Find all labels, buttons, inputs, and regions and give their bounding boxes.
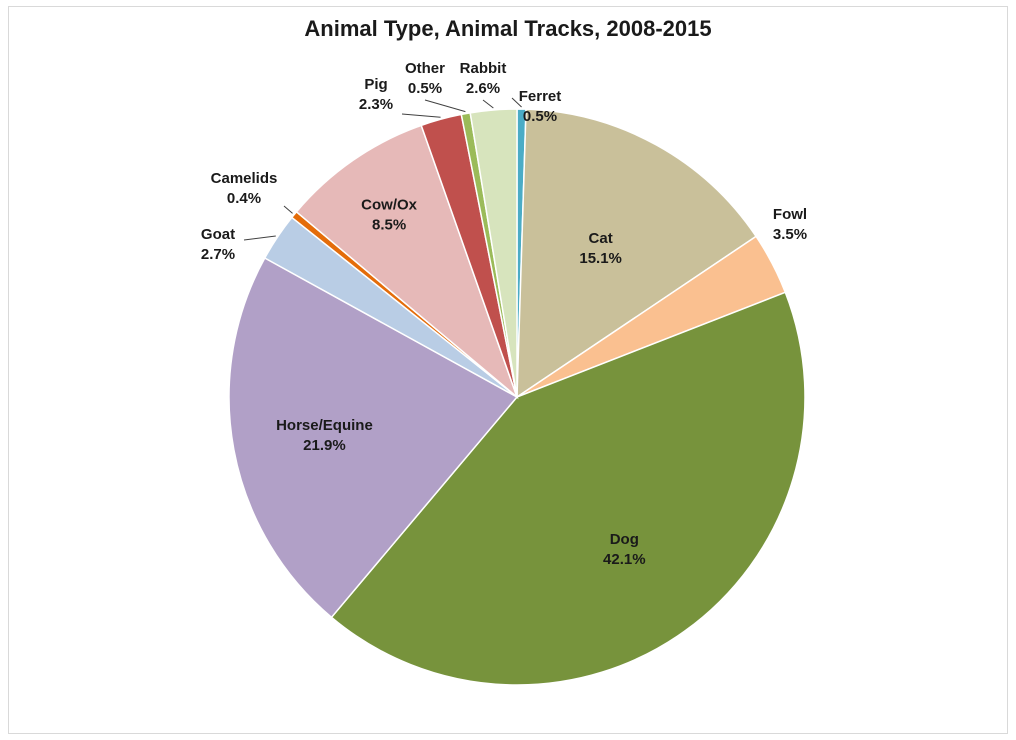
slice-label-rabbit: Rabbit: [460, 60, 507, 77]
slice-value-cow-ox: 8.5%: [372, 216, 406, 233]
slice-label-camelids: Camelids: [211, 170, 278, 187]
slice-value-other: 0.5%: [408, 80, 442, 97]
pie-slice-dog: [330, 291, 806, 686]
slice-label-horse-equine: Horse/Equine: [276, 417, 373, 434]
slice-label-pig: Pig: [364, 76, 387, 93]
leader-line-goat: [243, 235, 276, 241]
slice-label-other: Other: [405, 60, 445, 77]
leader-line-ferret: [511, 97, 522, 108]
slice-value-horse-equine: 21.9%: [303, 437, 346, 454]
chart-title: Animal Type, Animal Tracks, 2008-2015: [304, 16, 712, 41]
slice-value-cat: 15.1%: [579, 250, 622, 267]
slice-value-dog: 42.1%: [603, 551, 646, 568]
slice-label-goat: Goat: [201, 226, 235, 243]
pie-labels: Ferret 0.5% Cat 15.1% Fowl 3.5% Dog 42.1% Horse/…: [201, 60, 807, 568]
slice-value-rabbit: 2.6%: [466, 80, 500, 97]
leader-line-camelids: [283, 205, 293, 214]
slice-label-dog: Dog: [610, 531, 639, 548]
slice-label-ferret: Ferret: [519, 88, 562, 105]
pie-slices: [228, 108, 806, 686]
slice-value-ferret: 0.5%: [523, 108, 557, 125]
slice-value-camelids: 0.4%: [227, 190, 261, 207]
slice-value-goat: 2.7%: [201, 246, 235, 263]
slice-value-pig: 2.3%: [359, 96, 393, 113]
slice-label-fowl: Fowl: [773, 206, 807, 223]
leader-line-other: [424, 99, 466, 113]
leader-line-rabbit: [482, 99, 494, 109]
pie-slice-rabbit: [469, 108, 518, 398]
pie-slice-horse-equine: [228, 256, 519, 619]
leader-line-pig: [401, 113, 441, 118]
pie-slice-cat: [516, 108, 758, 399]
pie-slice-cow-ox: [295, 124, 519, 400]
slice-label-cow-ox: Cow/Ox: [361, 196, 417, 213]
slice-label-cat: Cat: [589, 230, 613, 247]
slice-value-fowl: 3.5%: [773, 226, 807, 243]
